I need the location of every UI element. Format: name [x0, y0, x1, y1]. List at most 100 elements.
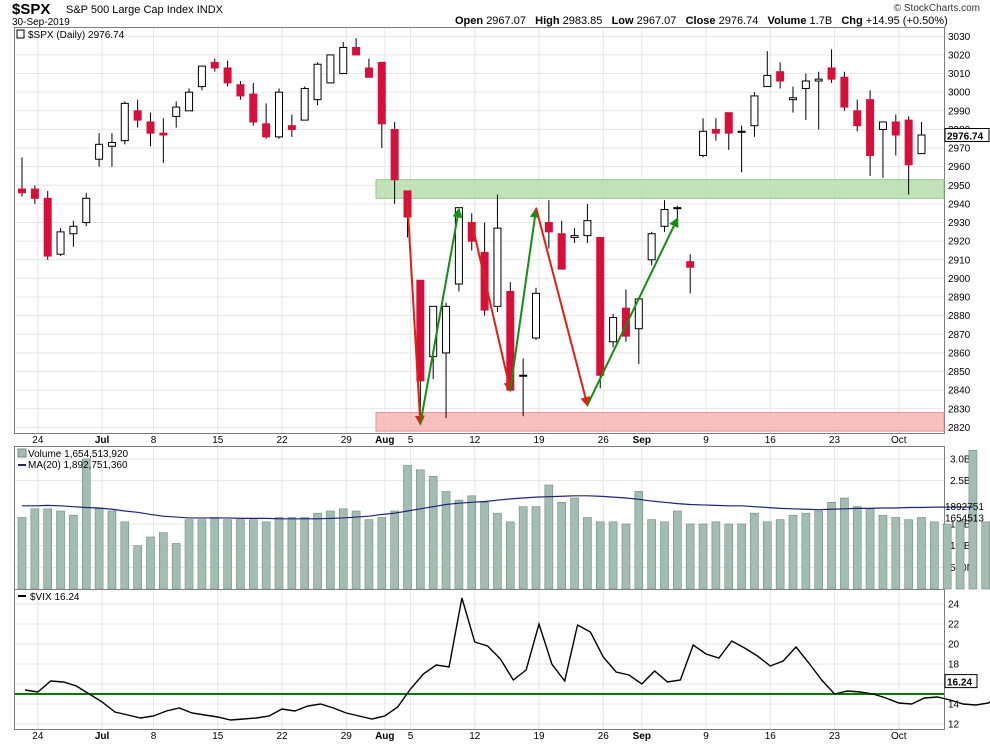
- price-x-tick-label: Aug: [375, 435, 394, 446]
- volume-bar: [583, 517, 592, 590]
- candle-up: [814, 78, 823, 82]
- volume-bar: [171, 543, 181, 590]
- vix-line: [24, 597, 990, 721]
- candle-down: [866, 99, 875, 157]
- volume-bar: [788, 515, 798, 590]
- index-name: S&P 500 Large Cap Index: [66, 4, 194, 16]
- price-y-tick-label: 2920: [948, 237, 971, 248]
- volume-bar: [236, 519, 245, 590]
- price-y-tick-label: 2830: [948, 404, 971, 415]
- volume-bar: [673, 510, 682, 590]
- candle-down: [621, 307, 630, 337]
- red-swing-arrow: [406, 203, 425, 426]
- ticker-symbol: $SPX: [12, 1, 51, 18]
- price-x-tick-label: Sep: [633, 435, 651, 446]
- volume-bar: [685, 523, 695, 590]
- candle-up: [583, 220, 592, 237]
- candle-up: [339, 46, 348, 75]
- candle-up: [313, 63, 322, 101]
- volume-bar: [300, 517, 310, 590]
- candle-down: [43, 197, 52, 257]
- price-x-tick-label: 15: [212, 435, 224, 446]
- volume-bar: [274, 517, 284, 590]
- company-name: S&P 500 Large Cap Index INDX: [66, 4, 223, 16]
- vix-x-tick-label: Aug: [375, 731, 394, 742]
- price-y-tick-label: 2840: [948, 386, 971, 397]
- candle-down: [711, 128, 720, 134]
- vix-x-tick-label: 5: [408, 731, 414, 742]
- vix-last-value-box: [944, 674, 978, 689]
- price-y-tick-label: 2880: [948, 311, 971, 322]
- volume-bar: [801, 512, 811, 590]
- candle-up: [326, 54, 335, 84]
- volume-panel-title: Volume 1,654,513,920: [28, 449, 129, 460]
- vix-x-tick-label: 12: [469, 731, 481, 742]
- stockcharts-credit: © StockCharts.com: [893, 3, 980, 14]
- candle-down: [210, 61, 219, 69]
- volume-bar: [518, 506, 528, 590]
- price-x-tick-label: 8: [151, 435, 157, 446]
- volume-last-value: 1654513: [945, 514, 984, 525]
- red-swing-arrow: [470, 222, 514, 393]
- candle-up: [95, 143, 104, 160]
- volume-bar: [865, 508, 875, 590]
- volume-y-tick-label: 2.5B: [950, 476, 971, 487]
- price-x-tick-label: 23: [829, 435, 841, 446]
- volume-bar: [698, 523, 708, 590]
- candle-down: [352, 46, 361, 56]
- vix-x-tick-label: 22: [276, 731, 288, 742]
- volume-bar: [724, 523, 734, 590]
- candle-up: [673, 207, 682, 210]
- ohlc-summary: Open 2967.07 High 2983.85 Low 2967.07 Cl…: [455, 15, 948, 27]
- volume-bar: [43, 508, 53, 590]
- vix-x-tick-label: 16: [765, 731, 777, 742]
- price-y-tick-label: 2900: [948, 274, 971, 285]
- volume-bar: [390, 510, 399, 590]
- price-y-tick-label: 2990: [948, 106, 971, 117]
- candle-up: [493, 227, 502, 307]
- low-zone: [375, 412, 945, 432]
- low-label: Low: [611, 15, 634, 27]
- volume-bar: [827, 502, 836, 590]
- price-panel-title: $SPX (Daily) 2976.74: [28, 30, 125, 41]
- vix-x-tick-label: 19: [533, 731, 545, 742]
- candle-down: [827, 67, 836, 80]
- price-last-value-box: [944, 128, 990, 143]
- volume-bar: [531, 506, 541, 590]
- vix-x-tick-label: Jul: [95, 731, 110, 742]
- volume-bar: [107, 510, 117, 590]
- low-value: 2967.07: [636, 15, 677, 27]
- green-swing-arrow: [586, 217, 679, 406]
- volume-bar: [570, 497, 579, 590]
- price-y-tick-label: 3000: [948, 88, 971, 99]
- volume-bar: [480, 502, 489, 590]
- candle-down: [596, 236, 605, 376]
- chg-value: +14.95 (+0.50%): [865, 15, 948, 27]
- volume-bar: [840, 497, 849, 590]
- vix-x-tick-label: 15: [212, 731, 224, 742]
- volume-bar: [159, 532, 168, 590]
- price-x-tick-label: 26: [598, 435, 610, 446]
- candle-up: [609, 317, 618, 343]
- price-y-tick-label: 2950: [948, 181, 971, 192]
- volume-bar: [493, 512, 502, 590]
- candle-down: [776, 71, 785, 82]
- volume-bar: [955, 521, 965, 590]
- chg-label: Chg: [841, 15, 863, 27]
- price-y-tick-label: 2960: [948, 162, 971, 173]
- candle-up: [172, 106, 181, 117]
- volume-bar: [69, 515, 78, 590]
- vix-panel-title: $VIX 16.24: [30, 592, 80, 603]
- volume-bar: [557, 502, 567, 590]
- candle-up: [197, 65, 206, 88]
- price-last-value: 2976.74: [947, 132, 984, 143]
- candle-down: [364, 67, 373, 78]
- volume-bar: [647, 519, 656, 590]
- candle-down: [249, 93, 258, 123]
- candle-up: [789, 97, 797, 101]
- price-x-tick-label: Jul: [95, 435, 110, 446]
- candle-up: [763, 74, 772, 88]
- candle-up: [442, 305, 451, 354]
- volume-bar: [17, 517, 27, 590]
- vix-y-tick-label: 20: [948, 640, 960, 651]
